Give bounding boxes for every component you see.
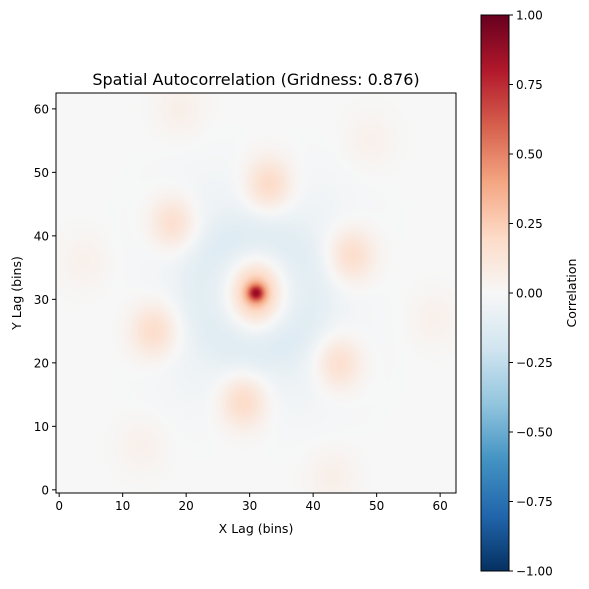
x-tick-label: 40 bbox=[306, 499, 321, 513]
colorbar-tick-label: 0.25 bbox=[516, 217, 543, 231]
colorbar-tick-label: −1.00 bbox=[516, 565, 553, 579]
x-tick-label: 20 bbox=[179, 499, 194, 513]
y-tick-label: 60 bbox=[34, 102, 49, 116]
colorbar-ticks: 1.00 0.75 0.50 0.25 0.00 −0.25 −0.50 −0.75 −1.00 bbox=[509, 9, 553, 579]
y-axis-label: Y Lag (bins) bbox=[9, 256, 24, 331]
colorbar-label: Correlation bbox=[564, 259, 579, 328]
x-axis-ticks: 0 10 20 30 40 50 60 bbox=[55, 493, 448, 513]
y-tick-label: 50 bbox=[34, 166, 49, 180]
y-tick-label: 0 bbox=[41, 483, 49, 497]
y-tick-label: 10 bbox=[34, 420, 49, 434]
x-tick-label: 30 bbox=[242, 499, 257, 513]
x-tick-label: 60 bbox=[432, 499, 447, 513]
colorbar-tick-label: 0.50 bbox=[516, 148, 543, 162]
y-tick-label: 30 bbox=[34, 293, 49, 307]
y-tick-label: 40 bbox=[34, 229, 49, 243]
heatmap-image bbox=[56, 93, 456, 493]
y-tick-label: 20 bbox=[34, 356, 49, 370]
x-axis-label: X Lag (bins) bbox=[219, 521, 294, 536]
colorbar-tick-label: −0.25 bbox=[516, 356, 553, 370]
colorbar: 1.00 0.75 0.50 0.25 0.00 −0.25 −0.50 −0.75 −1.00… bbox=[480, 9, 579, 579]
x-tick-label: 10 bbox=[115, 499, 130, 513]
colorbar-tick-label: 0.75 bbox=[516, 78, 543, 92]
heatmap-plot-area bbox=[56, 93, 456, 493]
chart-title: Spatial Autocorrelation (Gridness: 0.876… bbox=[92, 70, 419, 89]
x-tick-label: 50 bbox=[369, 499, 384, 513]
y-axis-ticks: 0 10 20 30 40 50 60 bbox=[34, 102, 56, 497]
plot-frame bbox=[55, 92, 457, 494]
colorbar-gradient bbox=[481, 15, 509, 571]
colorbar-tick-label: 1.00 bbox=[516, 9, 543, 23]
x-tick-label: 0 bbox=[55, 499, 63, 513]
colorbar-tick-label: −0.50 bbox=[516, 426, 553, 440]
colorbar-tick-label: −0.75 bbox=[516, 495, 553, 509]
colorbar-tick-label: 0.00 bbox=[516, 287, 543, 301]
